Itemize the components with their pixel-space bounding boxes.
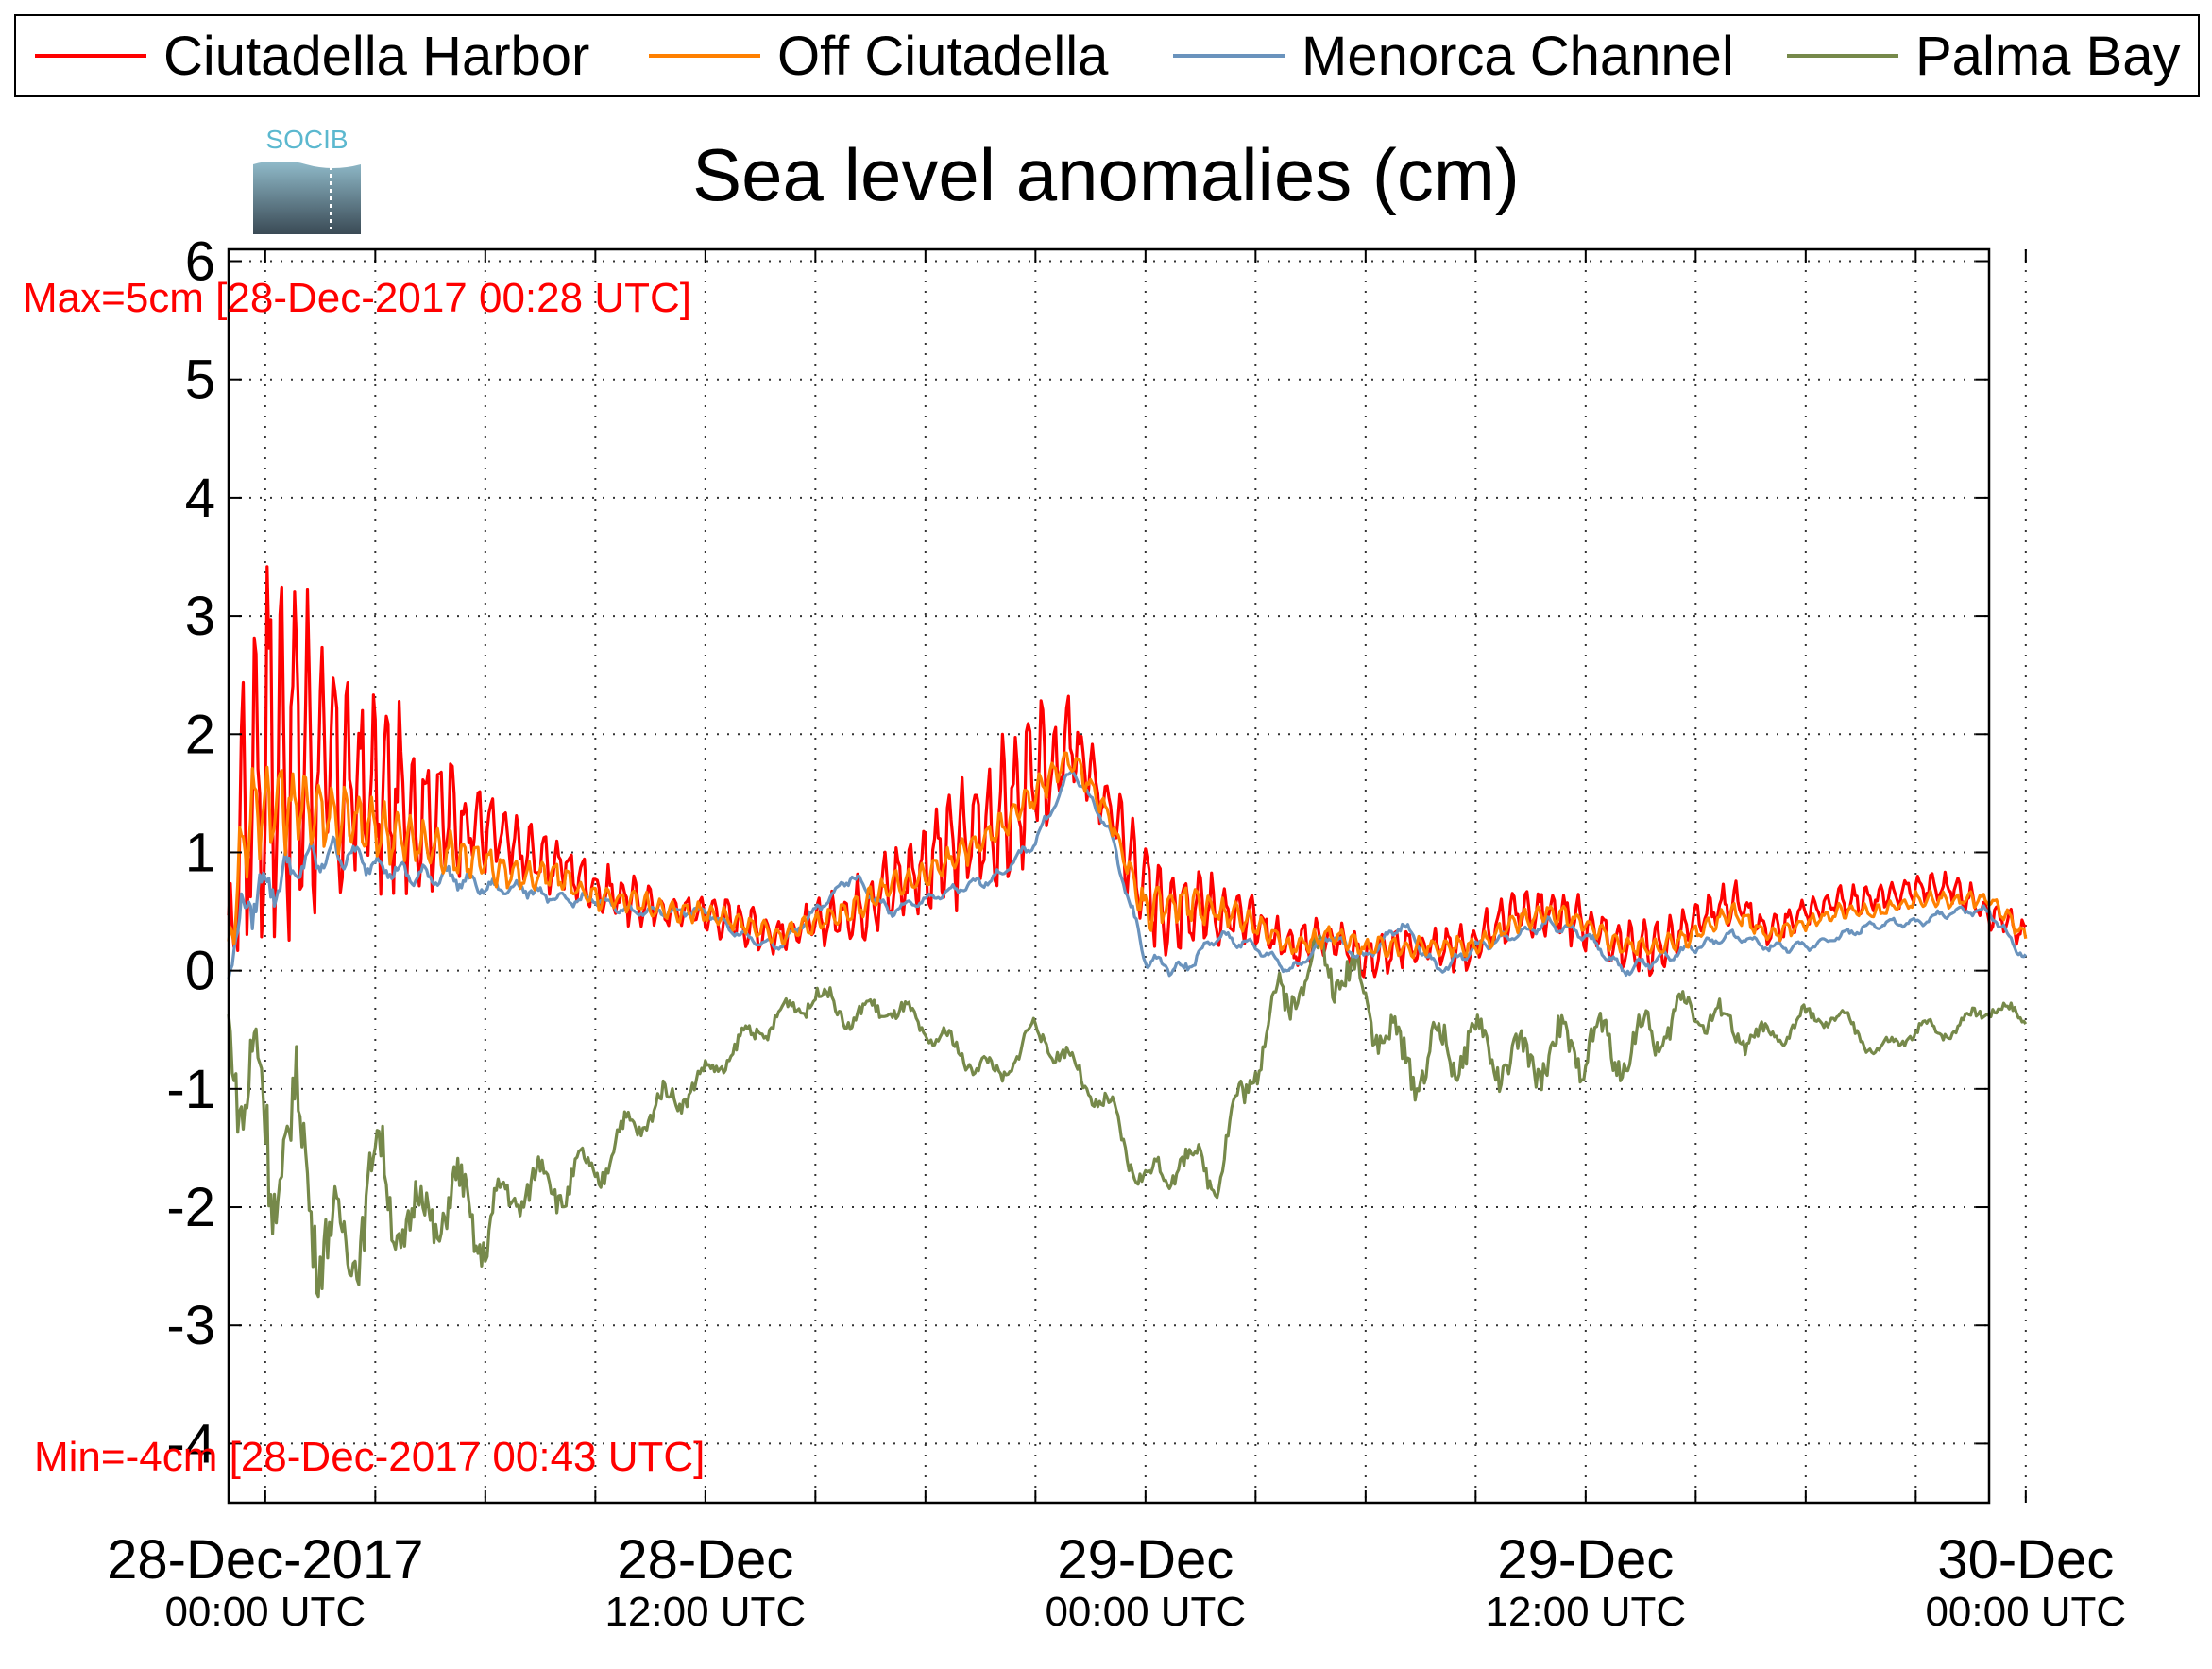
x-tick-label-time: 12:00 UTC: [1485, 1589, 1686, 1635]
x-tick-label-date: 28-Dec: [617, 1529, 793, 1591]
x-tick-label-time: 12:00 UTC: [604, 1589, 806, 1635]
y-tick-label: -3: [166, 1295, 215, 1356]
x-tick-label-time: 00:00 UTC: [164, 1589, 366, 1635]
y-tick-label: 6: [185, 231, 215, 293]
series-line-off-ciutadella: [227, 751, 2028, 960]
plot-frame: [227, 247, 1991, 1505]
min-annotation: Min=-4cm [28-Dec-2017 00:43 UTC]: [34, 1434, 705, 1480]
y-tick-label: -1: [166, 1059, 215, 1120]
x-tick-label-date: 29-Dec: [1057, 1529, 1234, 1591]
y-tick-label: -4: [166, 1413, 215, 1474]
y-tick-label: 5: [185, 349, 215, 411]
x-tick-label-time: 00:00 UTC: [1925, 1589, 2126, 1635]
legend-swatch: [1173, 54, 1285, 58]
y-tick-label: 1: [185, 822, 215, 883]
legend-item-off-ciutadella: Off Ciutadella: [649, 16, 1108, 95]
y-tick-label: 3: [185, 586, 215, 647]
legend-item-ciutadella-harbor: Ciutadella Harbor: [35, 16, 589, 95]
legend-label: Palma Bay: [1915, 25, 2181, 87]
legend-label: Ciutadella Harbor: [163, 25, 590, 87]
x-tick-label-date: 30-Dec: [1937, 1529, 2114, 1591]
series-lines: [227, 565, 2028, 1299]
legend-label: Off Ciutadella: [777, 25, 1109, 87]
chart-legend: Ciutadella Harbor Off Ciutadella Menorca…: [14, 14, 2200, 97]
series-line-menorca-channel: [227, 769, 2028, 980]
legend-swatch: [649, 54, 760, 58]
y-tick-label: -2: [166, 1177, 215, 1238]
chart-title: Sea level anomalies (cm): [692, 133, 1520, 216]
max-annotation: Max=5cm [28-Dec-2017 00:28 UTC]: [23, 275, 691, 321]
legend-item-palma-bay: Palma Bay: [1787, 16, 2180, 95]
legend-item-menorca-channel: Menorca Channel: [1173, 16, 1734, 95]
legend-swatch: [35, 54, 146, 58]
x-tick-label-time: 00:00 UTC: [1045, 1589, 1246, 1635]
y-tick-label: 2: [185, 704, 215, 765]
series-line-ciutadella-harbor: [227, 565, 2027, 979]
series-line-palma-bay: [227, 931, 2028, 1299]
x-tick-label-date: 28-Dec-2017: [107, 1529, 423, 1591]
y-tick-label: 4: [185, 468, 215, 529]
annotations: Max=5cm [28-Dec-2017 00:28 UTC] Min=-4cm …: [23, 275, 705, 1480]
x-tick-label-date: 29-Dec: [1497, 1529, 1674, 1591]
legend-swatch: [1787, 54, 1898, 58]
socib-logo: SOCIB: [253, 125, 361, 234]
grid: [229, 249, 2027, 1503]
legend-label: Menorca Channel: [1302, 25, 1734, 87]
logo-text: SOCIB: [265, 125, 348, 154]
y-tick-label: 0: [185, 941, 215, 1002]
